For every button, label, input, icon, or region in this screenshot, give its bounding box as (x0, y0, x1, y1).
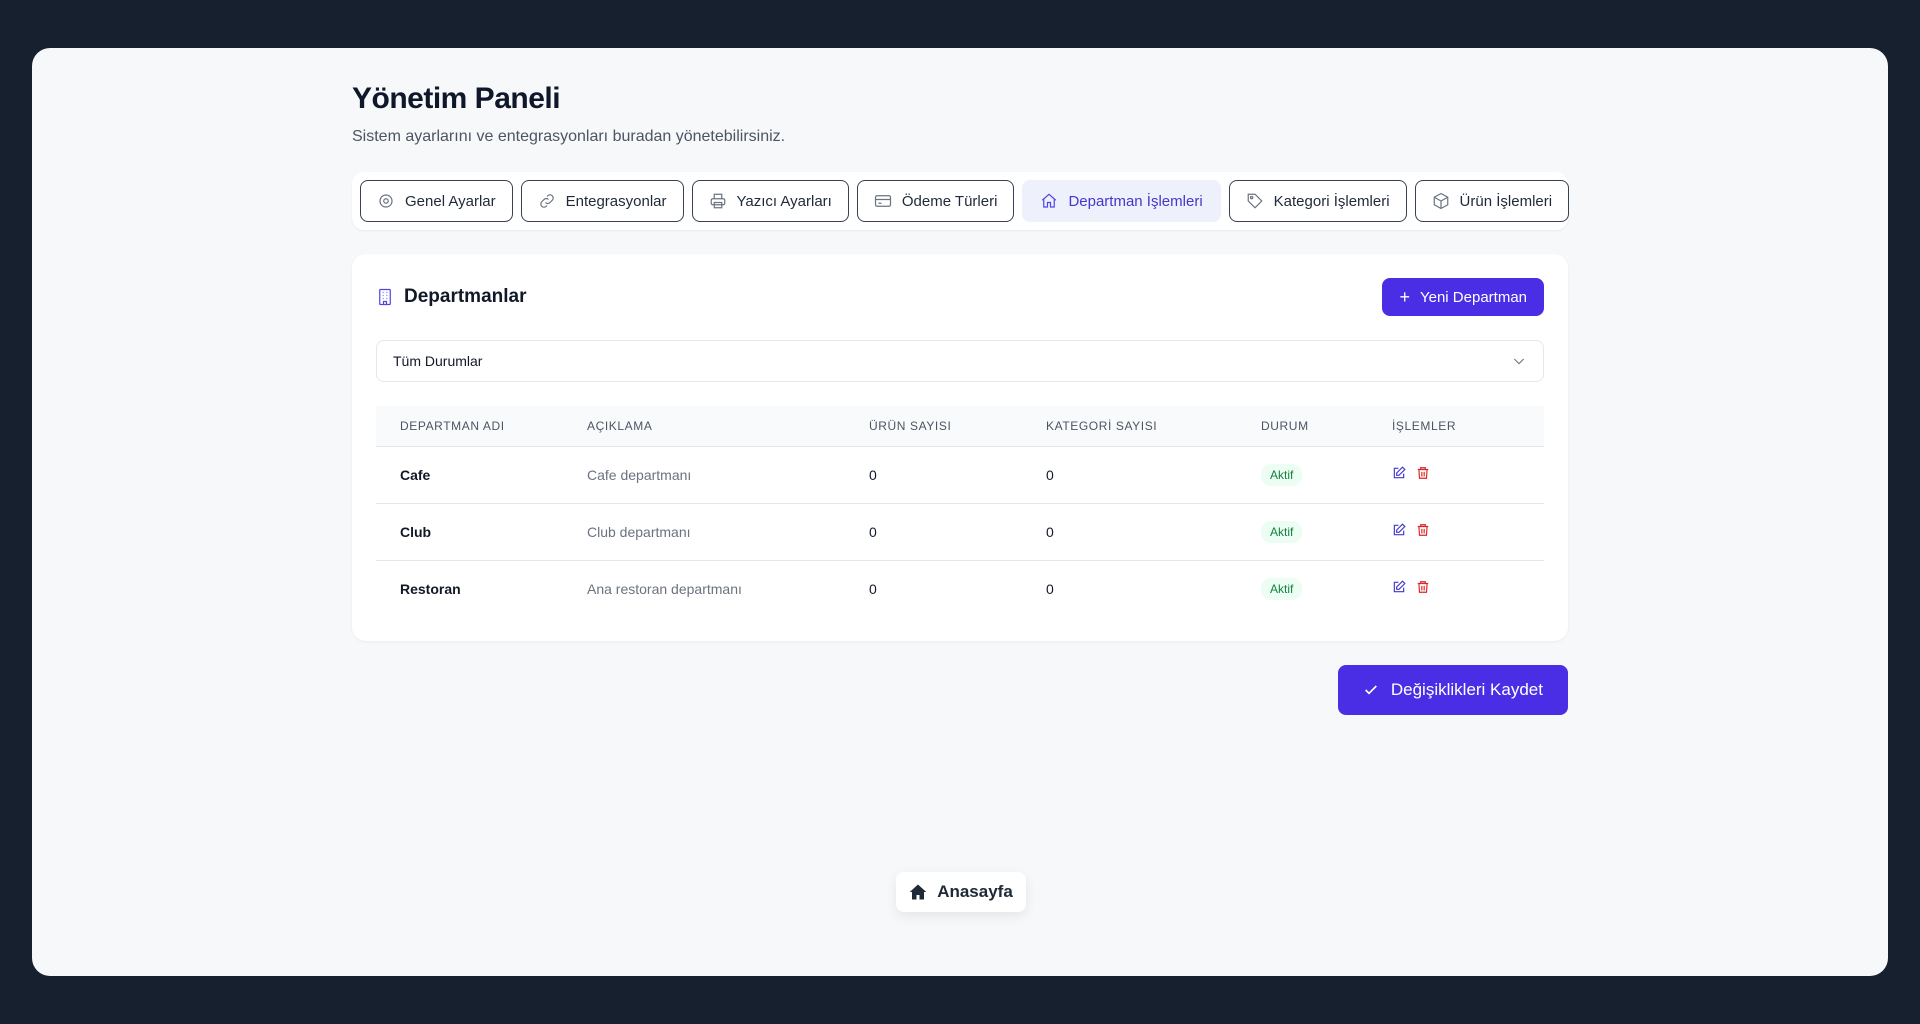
credit-card-icon (874, 195, 891, 207)
table-header-row: DEPARTMAN ADI AÇIKLAMA ÜRÜN SAYISI KATEG… (376, 406, 1544, 447)
product-count: 0 (869, 580, 877, 597)
tab-product-operations[interactable]: Ürün İşlemleri (1414, 180, 1570, 222)
tab-label: Ödeme Türleri (901, 192, 998, 210)
tab-department-operations[interactable]: Departman İşlemleri (1022, 180, 1221, 222)
tab-label: Kategori İşlemleri (1273, 192, 1390, 210)
check-icon (1364, 685, 1377, 695)
edit-button[interactable] (1392, 580, 1406, 597)
settings-tabs: Genel Ayarlar Entegrasyonlar Yazıcı Ayar… (352, 172, 1570, 230)
tab-printer-settings[interactable]: Yazıcı Ayarları (691, 180, 849, 222)
box-icon (1433, 192, 1448, 210)
column-header: İŞLEMLER (1392, 406, 1544, 447)
main-content: Yönetim Paneli Sistem ayarlarını ve ente… (352, 80, 1570, 715)
page-title: Yönetim Paneli (352, 82, 561, 115)
column-header: DURUM (1261, 406, 1392, 447)
delete-button[interactable] (1416, 466, 1430, 483)
app-window: Yönetim Paneli Sistem ayarlarını ve ente… (32, 48, 1888, 976)
status-badge: Aktif (1261, 463, 1303, 486)
actions-cell (1392, 560, 1544, 617)
home-label: Anasayfa (937, 882, 1013, 901)
edit-icon (1393, 466, 1406, 479)
status-badge: Aktif (1261, 520, 1303, 543)
plus-icon: + (1399, 287, 1410, 307)
printer-icon (710, 193, 725, 209)
department-description: Cafe departmanı (587, 446, 869, 504)
department-description: Club departmanı (587, 503, 869, 561)
table-row: Club Club departmanı 0 0 Aktif (376, 503, 1544, 561)
department-name: Restoran (400, 580, 461, 597)
edit-icon (1393, 580, 1406, 593)
category-count: 0 (1046, 503, 1261, 561)
chevron-down-icon (1513, 358, 1525, 365)
tab-category-operations[interactable]: Kategori İşlemleri (1228, 180, 1407, 222)
home-icon (909, 884, 927, 900)
save-changes-label: Değişiklikleri Kaydet (1390, 680, 1543, 699)
building-icon (379, 288, 391, 306)
tab-integrations[interactable]: Entegrasyonlar (520, 180, 684, 222)
column-header: ÜRÜN SAYISI (869, 406, 1046, 447)
column-header: AÇIKLAMA (587, 406, 869, 447)
departments-title: Departmanlar (404, 286, 527, 307)
category-count: 0 (1046, 446, 1261, 504)
tab-payment-types[interactable]: Ödeme Türleri (856, 180, 1015, 222)
department-name: Club (376, 503, 587, 561)
departments-card: Departmanlar + Yeni Departman Tüm Duruml… (352, 254, 1568, 641)
status-filter-value: Tüm Durumlar (393, 353, 483, 369)
status-filter-select[interactable]: Tüm Durumlar (376, 340, 1544, 382)
save-row: Değişiklikleri Kaydet (352, 665, 1568, 715)
status-cell: Aktif (1261, 503, 1392, 561)
tab-label: Ürün İşlemleri (1459, 192, 1553, 210)
card-title: Departmanlar (376, 286, 527, 308)
column-header: KATEGORİ SAYISI (1046, 406, 1261, 447)
product-count: 0 (869, 503, 1046, 561)
new-department-button[interactable]: + Yeni Departman (1382, 278, 1544, 316)
tab-label: Yazıcı Ayarları (736, 192, 832, 210)
edit-button[interactable] (1392, 523, 1406, 540)
trash-icon (1417, 467, 1429, 479)
trash-icon (1417, 524, 1429, 536)
actions-cell (1392, 446, 1544, 504)
category-count: 0 (1046, 580, 1054, 597)
tag-icon (1247, 193, 1263, 209)
tab-label: Genel Ayarlar (405, 192, 496, 210)
table-row: Cafe Cafe departmanı 0 0 Aktif (376, 446, 1544, 504)
home-icon (1042, 193, 1057, 208)
delete-button[interactable] (1416, 580, 1430, 597)
edit-icon (1393, 523, 1406, 536)
gear-icon (379, 194, 393, 208)
status-cell: Aktif (1261, 446, 1392, 504)
trash-icon (1417, 581, 1429, 594)
table-row: Restoran Ana restoran departmanı 0 0 Akt… (376, 560, 1544, 617)
department-description: Ana restoran departmanı (587, 580, 742, 597)
product-count: 0 (869, 446, 1046, 504)
tab-label: Departman İşlemleri (1068, 192, 1203, 210)
delete-button[interactable] (1416, 523, 1430, 540)
department-name: Cafe (376, 446, 587, 504)
tab-label: Entegrasyonlar (565, 192, 667, 210)
home-button[interactable]: Anasayfa (896, 872, 1026, 912)
status-cell: Aktif (1261, 560, 1392, 617)
page-subtitle: Sistem ayarlarını ve entegrasyonları bur… (352, 128, 786, 145)
status-badge: Aktif (1261, 577, 1303, 600)
save-changes-button[interactable]: Değişiklikleri Kaydet (1337, 665, 1568, 715)
card-header: Departmanlar + Yeni Departman (376, 278, 1544, 316)
new-department-label: Yeni Departman (1419, 288, 1527, 306)
tab-general-settings[interactable]: Genel Ayarlar (360, 180, 513, 222)
link-icon (539, 194, 554, 208)
departments-table: DEPARTMAN ADI AÇIKLAMA ÜRÜN SAYISI KATEG… (376, 406, 1544, 617)
column-header: DEPARTMAN ADI (376, 406, 587, 447)
edit-button[interactable] (1392, 466, 1406, 483)
actions-cell (1392, 503, 1544, 561)
